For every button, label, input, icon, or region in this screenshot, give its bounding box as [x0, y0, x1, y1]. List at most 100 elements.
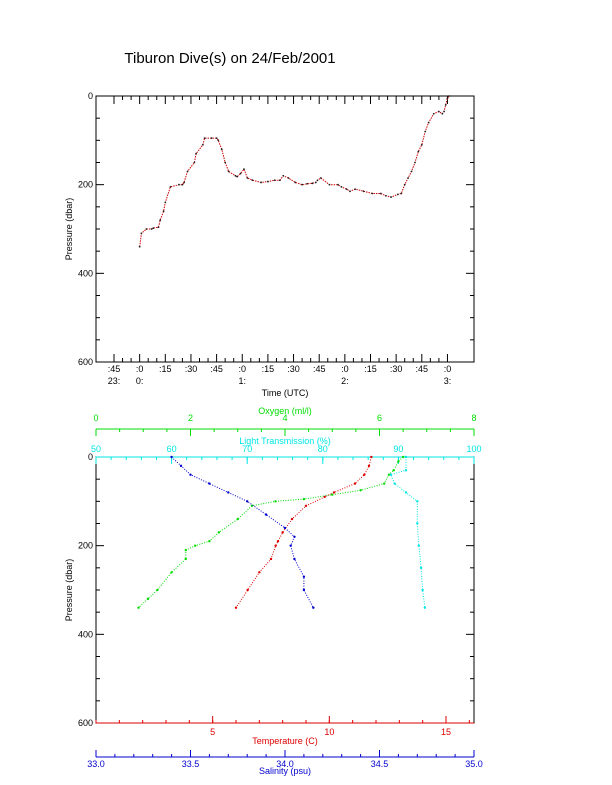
light_transmission-tick-label: 90 [393, 444, 403, 454]
x-tick-hour-label: 3: [444, 376, 452, 386]
temperature-profile-point [363, 473, 366, 476]
temperature-profile-point [274, 544, 277, 547]
x-tick-minute-label: :0 [341, 364, 349, 374]
pressure-point [301, 183, 303, 186]
temperature-profile-line [235, 456, 372, 608]
y-tick-label: 0 [88, 91, 93, 101]
pressure-line [139, 95, 450, 247]
temperature-profile-point [234, 606, 238, 609]
light_transmission-profile-point [404, 469, 408, 472]
pressure-point [400, 192, 403, 195]
oxygen-tick-label: 4 [282, 413, 287, 423]
oxygen-profile-point [387, 473, 391, 476]
pressure-point [162, 210, 165, 213]
oxygen-profile-point [208, 540, 211, 543]
pressure-point [260, 181, 262, 184]
oxygen-profile-point [401, 455, 405, 459]
salinity-profile-point [293, 557, 296, 561]
pressure-point [203, 137, 206, 140]
light_transmission-profile-point [423, 606, 427, 609]
x-tick-hour-label: 23: [108, 376, 121, 386]
x-tick-minute-label: :30 [287, 364, 300, 374]
pressure-point [234, 174, 237, 177]
pressure-point [379, 192, 382, 195]
pressure-point [328, 183, 331, 186]
light_transmission-tick-label: 50 [91, 444, 101, 454]
salinity-tick-label: 33.5 [182, 759, 200, 769]
light-transmission-axis-label: Light Transmission (%) [239, 436, 331, 446]
oxygen-axis: 0 2 4 6 8 [93, 413, 477, 436]
pressure-point [178, 183, 180, 186]
light_transmission-profile-point [419, 566, 423, 570]
temperature-profile-point [353, 482, 357, 485]
oxygen-profile-point [170, 571, 173, 574]
x-tick-hour-label: 1: [238, 376, 246, 386]
pressure-point [390, 196, 392, 198]
profile-y-tick-label: 600 [78, 718, 93, 728]
x-tick-minute-label: :30 [390, 364, 403, 374]
x-tick-minute-label: :30 [185, 364, 198, 374]
pressure-point [396, 193, 399, 196]
pressure-point [349, 190, 351, 193]
x-tick-minute-label: :0 [444, 364, 452, 374]
pressure-point [215, 137, 218, 140]
time-pressure-plot-frame [95, 95, 475, 363]
x-tick-minute-label: :45 [313, 364, 326, 374]
temperature-profile-point [370, 455, 373, 459]
temperature-tick-label: 15 [441, 727, 451, 737]
profile-y-tick-label: 200 [78, 541, 93, 551]
salinity-profile-point [289, 544, 292, 547]
x-tick-minute-label: :45 [210, 364, 223, 374]
pressure-point [444, 103, 447, 106]
x-tick-minute-label: :45 [416, 364, 429, 374]
salinity-profile-point [227, 491, 230, 494]
pressure-point [195, 152, 197, 155]
oxygen-profile-point [184, 548, 187, 552]
oxygen-tick-label: 0 [93, 413, 98, 423]
pressure-point [193, 161, 196, 164]
oxygen-axis-label: Oxygen (ml/l) [258, 406, 312, 416]
salinity-tick-label: 33.0 [87, 759, 105, 769]
temperature-profile-point [323, 495, 326, 499]
pressure-point [420, 143, 423, 146]
pressure-point [150, 228, 153, 230]
oxygen-profile-point [383, 482, 386, 485]
light_transmission-profile-point [416, 522, 419, 525]
time-x-axis-label: Time (UTC) [262, 388, 309, 398]
pressure-point [239, 172, 242, 175]
light_transmission-profile-point [389, 473, 393, 476]
oxygen-tick-label: 6 [377, 413, 382, 423]
salinity-profile-point [170, 455, 173, 459]
light_transmission-profile-point [421, 588, 424, 592]
x-tick-minute-label: :0 [136, 364, 144, 374]
y-tick-label: 600 [78, 357, 93, 367]
pressure-point [320, 177, 322, 179]
pressure-point [446, 97, 449, 100]
salinity-axis-label: Salinity (psu) [259, 766, 311, 776]
oxygen-profile-point [359, 489, 362, 492]
salinity-profile-point [302, 575, 306, 578]
pressure-point [251, 179, 254, 182]
x-tick-minute-label: :0 [238, 364, 246, 374]
pressure-point [224, 161, 227, 164]
pressure-point [438, 110, 440, 113]
pressure-point [236, 175, 239, 178]
time-pressure-x-ticks: :45 23::0 0::15:30:45:0 1::15:30:45:0 2::15:… [108, 96, 451, 386]
pressure-point [441, 112, 444, 115]
temperature-profile-point [258, 571, 261, 574]
temperature-profile-point [367, 464, 371, 468]
x-tick-minute-label: :15 [262, 364, 275, 374]
pressure-point [448, 95, 451, 97]
x-tick-minute-label: :45 [108, 364, 121, 374]
pressure-point [362, 190, 365, 193]
pressure-point [169, 185, 172, 188]
pressure-point [202, 143, 204, 146]
light_transmission-profile-point [404, 491, 408, 494]
pressure-point [306, 182, 309, 185]
profile-y-tick-label: 400 [78, 629, 93, 639]
temperature-profile-point [276, 540, 280, 543]
temperature-axis-label: Temperature (C) [252, 736, 318, 746]
pressure-point [314, 181, 317, 184]
light_transmission-tick-label: 80 [318, 444, 328, 454]
temperature-profile-point [304, 504, 308, 507]
